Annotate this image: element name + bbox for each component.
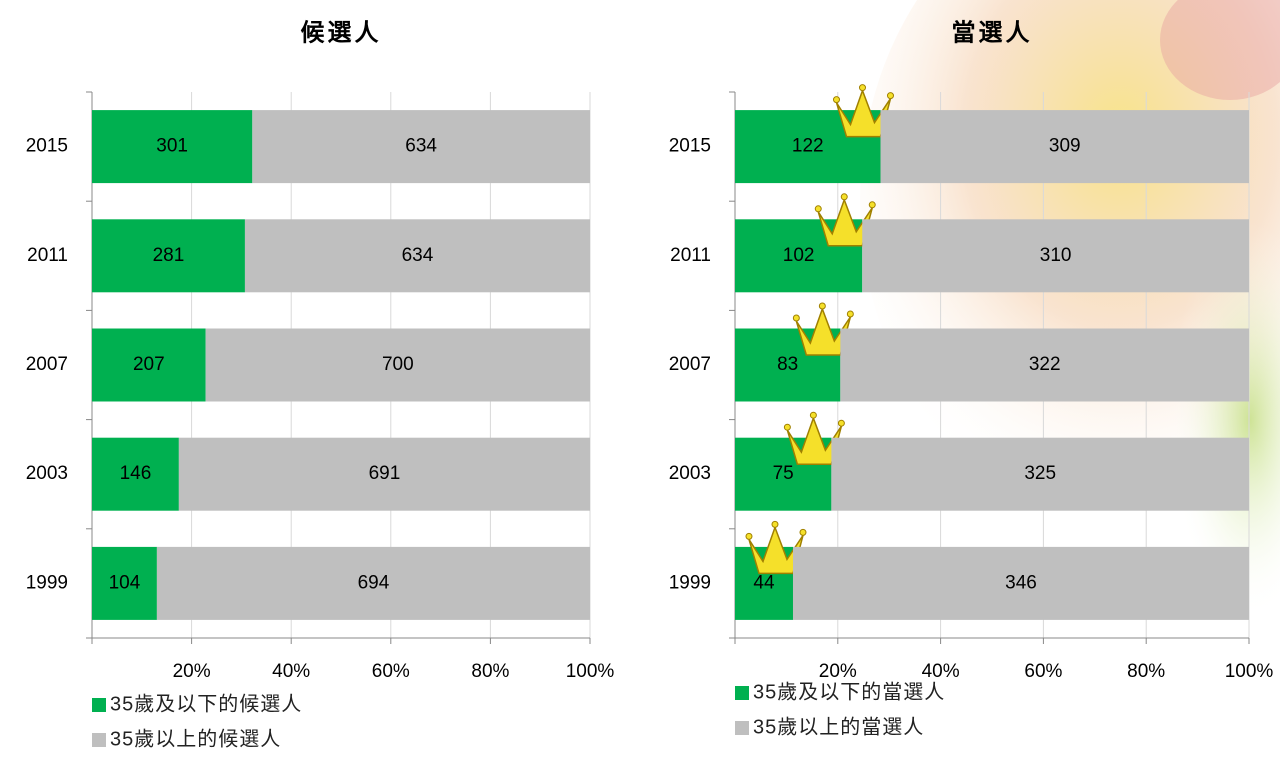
- legend-swatch: [92, 733, 106, 747]
- x-tick-label: 80%: [1127, 661, 1165, 682]
- x-tick-label: 60%: [372, 661, 410, 682]
- x-tick-label: 40%: [922, 661, 960, 682]
- crown-decoration: [833, 97, 839, 103]
- y-tick-label: 1999: [26, 572, 68, 593]
- value-label: 122: [792, 136, 824, 157]
- value-label: 207: [133, 354, 165, 375]
- value-label: 104: [109, 572, 141, 593]
- y-tick-label: 2015: [26, 136, 68, 157]
- value-label: 634: [405, 136, 437, 157]
- value-label: 301: [156, 136, 188, 157]
- crown-decoration: [887, 93, 893, 99]
- y-tick-label: 2007: [669, 354, 711, 375]
- y-tick-label: 2015: [669, 136, 711, 157]
- crown-decoration: [869, 202, 875, 208]
- y-tick-label: 2011: [670, 245, 711, 266]
- legend-swatch: [735, 686, 749, 700]
- value-label: 346: [1005, 572, 1037, 593]
- value-label: 325: [1024, 463, 1056, 484]
- crown-decoration: [800, 529, 806, 535]
- x-tick-label: 40%: [272, 661, 310, 682]
- crown-decoration: [838, 420, 844, 426]
- legend-swatch: [735, 721, 749, 735]
- legend-label: 35歲以上的候選人: [110, 727, 281, 750]
- crown-decoration: [815, 206, 821, 212]
- chart-title: 當選人: [952, 19, 1033, 46]
- x-tick-label: 80%: [471, 661, 509, 682]
- legend-swatch: [92, 698, 106, 712]
- legend-label: 35歲及以下的候選人: [110, 692, 302, 715]
- x-tick-label: 20%: [173, 661, 211, 682]
- y-tick-label: 2007: [26, 354, 68, 375]
- value-label: 309: [1049, 136, 1081, 157]
- y-tick-label: 2003: [26, 463, 68, 484]
- legend-label: 35歲及以下的當選人: [753, 680, 945, 703]
- crown-decoration: [859, 85, 865, 91]
- chart-title: 候選人: [301, 19, 382, 46]
- x-tick-label: 60%: [1024, 661, 1062, 682]
- value-label: 102: [783, 245, 815, 266]
- crown-decoration: [793, 315, 799, 321]
- y-tick-label: 1999: [669, 572, 711, 593]
- value-label: 694: [358, 572, 390, 593]
- value-label: 75: [773, 463, 794, 484]
- crown-decoration: [772, 521, 778, 527]
- value-label: 691: [369, 463, 401, 484]
- crown-decoration: [819, 303, 825, 309]
- crown-decoration: [746, 533, 752, 539]
- legend-label: 35歲以上的當選人: [753, 715, 924, 738]
- x-tick-label: 20%: [819, 661, 857, 682]
- y-tick-label: 2003: [669, 463, 711, 484]
- crown-decoration: [810, 412, 816, 418]
- value-label: 83: [777, 354, 798, 375]
- value-label: 146: [120, 463, 152, 484]
- crown-decoration: [784, 424, 790, 430]
- page: 候選人 20% 40% 60% 80% 100% 2015 301 634 2011 281 634 2…: [0, 0, 1280, 778]
- value-label: 700: [382, 354, 414, 375]
- value-label: 322: [1029, 354, 1061, 375]
- y-tick-label: 2011: [27, 245, 68, 266]
- crown-decoration: [847, 311, 853, 317]
- value-label: 310: [1040, 245, 1072, 266]
- crown-decoration: [841, 194, 847, 200]
- value-label: 281: [153, 245, 185, 266]
- x-tick-label: 100%: [1225, 661, 1274, 682]
- x-tick-label: 100%: [566, 661, 615, 682]
- value-label: 44: [753, 572, 775, 593]
- value-label: 634: [402, 245, 434, 266]
